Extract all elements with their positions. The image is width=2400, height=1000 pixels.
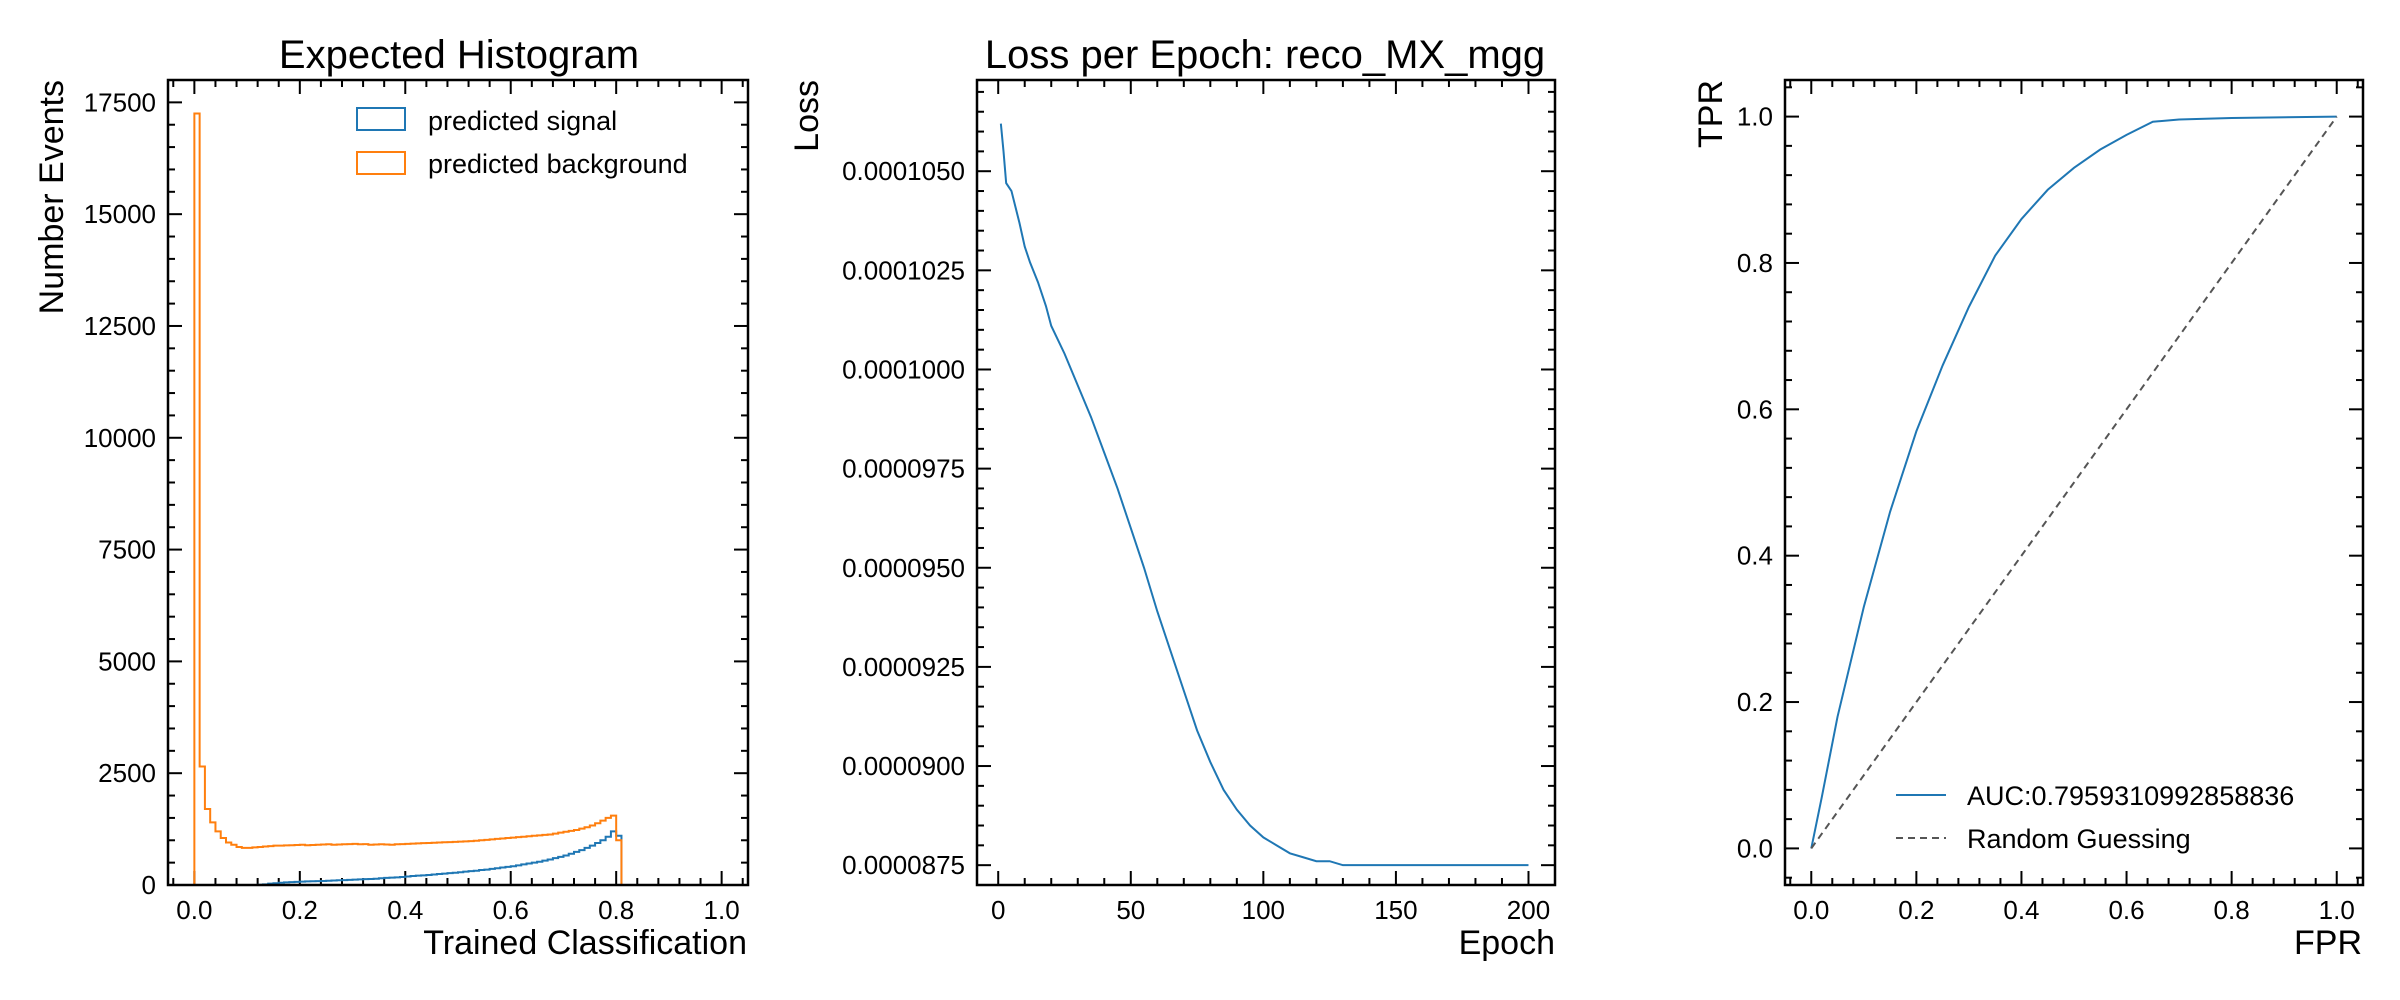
legend-label-random: Random Guessing	[1967, 824, 2191, 854]
roc-marks	[1810, 115, 2338, 849]
histogram-xlabel: Trained Classification	[423, 924, 747, 962]
ytick-label: 0.0000925	[842, 652, 965, 682]
ytick-label: 0.2	[1737, 687, 1773, 717]
ytick-label: 0.0	[1737, 833, 1773, 863]
line-series-2-1	[1810, 116, 2338, 849]
line-series-1-0	[999, 123, 1529, 867]
xtick-label: 0.4	[387, 895, 423, 925]
xtick-label: 100	[1242, 895, 1285, 925]
roc-legend: AUC:0.7959310992858836 Random Guessing	[1896, 781, 2294, 854]
ytick-label: 0.0000875	[842, 850, 965, 880]
xtick-label: 0.8	[598, 895, 634, 925]
ytick-label: 0.0000975	[842, 454, 965, 484]
ytick-label: 0.8	[1737, 248, 1773, 278]
ytick-label: 0	[142, 870, 156, 900]
histogram-frame	[166, 78, 750, 887]
xtick-label: 0	[991, 895, 1005, 925]
xtick-label: 0.2	[282, 895, 318, 925]
xtick-label: 1.0	[2319, 895, 2355, 925]
roc-frame	[1783, 78, 2365, 887]
line-series-2-0	[1810, 115, 2337, 849]
legend-label-signal: predicted signal	[428, 106, 617, 136]
ytick-label: 0.4	[1737, 541, 1773, 571]
loss-marks	[999, 123, 1529, 867]
legend-swatch-background	[356, 151, 406, 175]
xtick-label: 0.0	[1793, 895, 1829, 925]
ytick-label: 15000	[84, 199, 156, 229]
histogram-series-1	[193, 112, 623, 885]
histogram-marks	[193, 112, 623, 886]
xtick-label: 0.4	[2003, 895, 2039, 925]
loss-title: Loss per Epoch: reco_MX_mgg	[985, 33, 1545, 77]
ytick-label: 0.0000900	[842, 751, 965, 781]
ytick-label: 0.6	[1737, 394, 1773, 424]
loss-ticks: 0 50 100 150 200 0.0000875 0.0000900 0.0000925 0…	[842, 80, 1555, 925]
histogram-ylabel: Number Events	[33, 80, 71, 314]
xtick-label: 0.6	[493, 895, 529, 925]
ytick-label: 10000	[84, 423, 156, 453]
xtick-label: 150	[1374, 895, 1417, 925]
histogram-legend: predicted signal predicted background	[356, 106, 688, 179]
roc-xlabel: FPR	[2294, 924, 2362, 962]
xtick-label: 200	[1507, 895, 1550, 925]
loss-xlabel: Epoch	[1459, 924, 1555, 962]
ytick-label: 0.0001025	[842, 255, 965, 285]
roc-panel: FPR TPR 0.0 0.2 0.4 0.6 0.8 1.00.00.20.40.60.…	[1692, 78, 2365, 962]
xtick-label: 1.0	[704, 895, 740, 925]
loss-panel: Loss per Epoch: reco_MX_mgg Epoch Loss 0…	[788, 33, 1557, 962]
ytick-label: 2500	[98, 758, 156, 788]
ytick-label: 0.0000950	[842, 553, 965, 583]
ytick-label: 0.0001050	[842, 156, 965, 186]
ytick-label: 7500	[98, 535, 156, 565]
ytick-label: 1.0	[1737, 102, 1773, 132]
legend-swatch-signal	[356, 107, 406, 131]
xtick-label: 0.0	[176, 895, 212, 925]
legend-label-auc: AUC:0.7959310992858836	[1967, 781, 2294, 811]
histogram-series-0	[194, 830, 623, 886]
roc-ticks: 0.0 0.2 0.4 0.6 0.8 1.0 0.0 0.2 0.4 0.6 0.8 1.0	[1737, 80, 2363, 925]
ytick-label: 12500	[84, 311, 156, 341]
loss-ylabel: Loss	[788, 80, 826, 152]
xtick-label: 0.2	[1898, 895, 1934, 925]
ytick-label: 17500	[84, 87, 156, 117]
xtick-label: 50	[1116, 895, 1145, 925]
xtick-label: 0.8	[2214, 895, 2250, 925]
ytick-label: 0.0001000	[842, 354, 965, 384]
roc-ylabel: TPR	[1692, 80, 1730, 148]
histogram-title: Expected Histogram	[279, 33, 639, 77]
histogram-panel: Expected Histogram Trained Classificatio…	[33, 33, 750, 962]
xtick-label: 0.6	[2108, 895, 2144, 925]
ytick-label: 5000	[98, 646, 156, 676]
histogram-ticks: 0.0 0.2 0.4 0.6 0.8 1.0 0 2500 5000 7500 10000 1250…	[84, 80, 748, 925]
legend-label-background: predicted background	[428, 149, 688, 179]
loss-frame	[975, 78, 1557, 887]
